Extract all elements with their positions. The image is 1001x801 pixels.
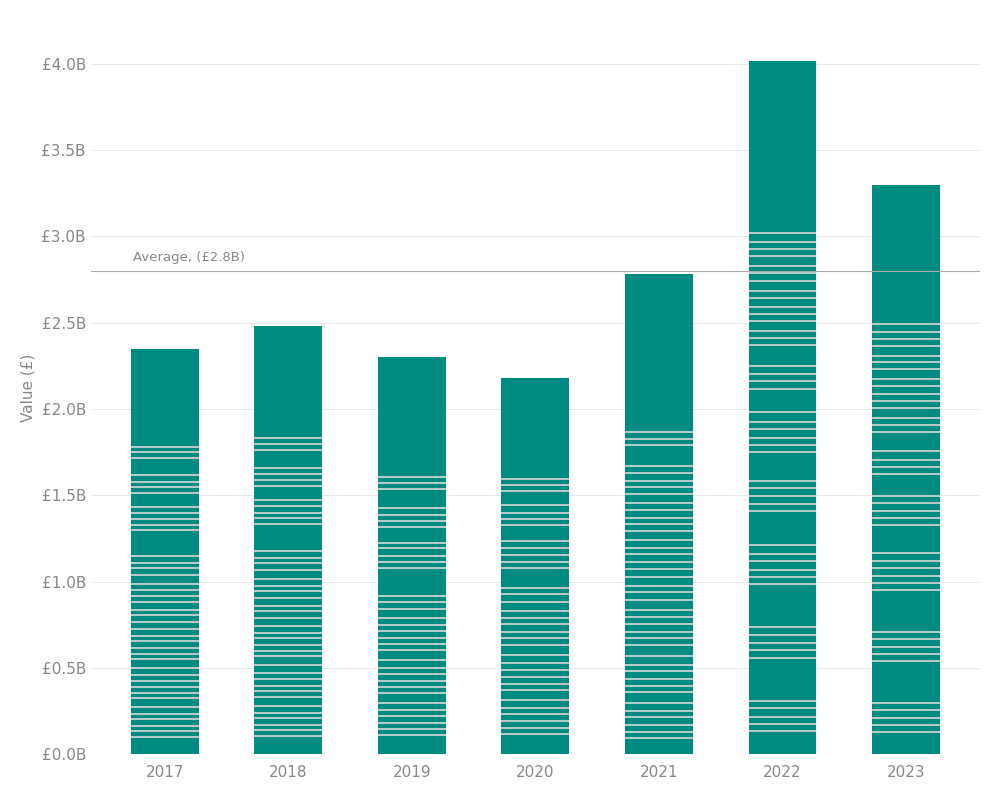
Bar	[502, 378, 570, 754]
Bar	[749, 61, 817, 754]
Bar	[254, 326, 322, 754]
Bar	[378, 357, 445, 754]
Text: Average, (£2.8B): Average, (£2.8B)	[133, 251, 245, 264]
Bar	[131, 348, 199, 754]
Y-axis label: Value (£): Value (£)	[21, 353, 36, 421]
Bar	[872, 185, 940, 754]
Bar	[625, 275, 693, 754]
